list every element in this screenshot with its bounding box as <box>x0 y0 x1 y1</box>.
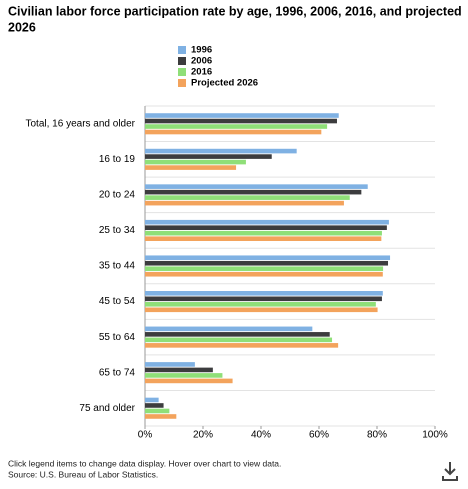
bar <box>145 367 213 373</box>
x-tick-label: 20% <box>193 430 213 441</box>
bar <box>145 200 344 206</box>
y-tick-label: 25 to 34 <box>99 225 136 236</box>
legend-swatch[interactable] <box>178 68 186 76</box>
y-tick-label: 16 to 19 <box>99 154 136 165</box>
legend-swatch[interactable] <box>178 57 186 65</box>
x-tick-label: 0% <box>138 430 153 441</box>
bar <box>145 296 382 302</box>
bar <box>145 343 339 348</box>
y-tick-label: 45 to 54 <box>99 296 136 307</box>
chart-title: 2026 <box>8 20 36 34</box>
y-tick-label: 55 to 64 <box>99 332 136 343</box>
bar <box>145 124 328 129</box>
bar <box>145 195 350 200</box>
bar <box>145 113 339 118</box>
x-tick-label: 100% <box>422 430 448 441</box>
chart-title: Civilian labor force participation rate … <box>8 4 462 18</box>
bar <box>145 302 376 307</box>
y-tick-label: 65 to 74 <box>99 367 136 378</box>
bar <box>145 184 368 189</box>
y-tick-label: 35 to 44 <box>99 261 136 272</box>
bar <box>145 219 389 225</box>
x-tick-label: 60% <box>309 430 329 441</box>
bar <box>145 397 159 403</box>
bar <box>145 373 223 378</box>
bar <box>145 225 387 230</box>
bar <box>145 255 391 261</box>
bar <box>145 337 333 343</box>
bar <box>145 118 337 124</box>
download-button[interactable] <box>442 462 458 481</box>
bar <box>145 362 195 367</box>
bar <box>145 414 177 419</box>
bar <box>145 378 233 384</box>
bar <box>145 189 362 195</box>
legend-label[interactable]: 2016 <box>191 67 212 78</box>
legend-swatch[interactable] <box>178 46 186 54</box>
bar <box>145 159 246 165</box>
bar <box>145 271 383 277</box>
legend-label[interactable]: Projected 2026 <box>191 78 258 89</box>
source: Source: U.S. Bureau of Labor Statistics. <box>8 469 158 479</box>
bar <box>145 165 237 170</box>
bar <box>145 236 382 241</box>
bar <box>145 332 330 337</box>
legend-label[interactable]: 1996 <box>191 45 212 56</box>
y-tick-label: 20 to 24 <box>99 190 136 201</box>
bar <box>145 230 382 236</box>
y-tick-label: 75 and older <box>79 403 135 414</box>
bar <box>145 266 384 272</box>
x-tick-label: 80% <box>367 430 387 441</box>
y-tick-label: Total, 16 years and older <box>25 118 135 129</box>
bar <box>145 291 383 296</box>
bar <box>145 408 170 414</box>
legend-label[interactable]: 2006 <box>191 56 212 67</box>
bar <box>145 326 313 332</box>
bar <box>145 307 378 313</box>
bar <box>145 403 164 408</box>
x-tick-label: 40% <box>251 430 271 441</box>
bar <box>145 260 389 266</box>
note: Click legend items to change data displa… <box>8 458 281 468</box>
legend-swatch[interactable] <box>178 79 186 87</box>
bar <box>145 129 322 135</box>
bar <box>145 148 297 154</box>
bar <box>145 154 272 159</box>
